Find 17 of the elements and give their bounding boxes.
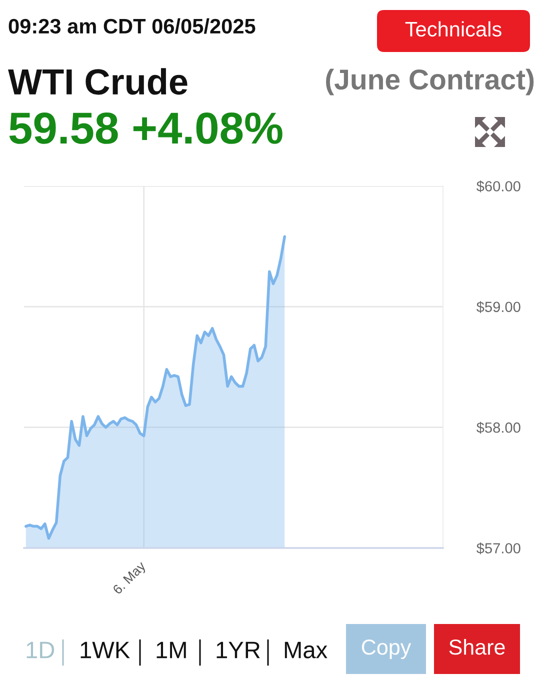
- text: 59.58 +4.08%: [9, 112, 282, 144]
- text: 1WK: [80, 642, 130, 658]
- text: 1M: [156, 642, 186, 658]
- text: 1YR: [216, 642, 260, 658]
- text: 09:23 am CDT 06/05/2025: [8, 18, 256, 34]
- y-tick-label: $60.00: [476, 180, 520, 192]
- text: (June Contract): [326, 68, 534, 96]
- y-tick-label: $58.00: [476, 422, 520, 434]
- text: Max: [284, 642, 328, 658]
- text: Copy: [362, 640, 412, 660]
- x-tick-label: 6. May: [112, 560, 148, 597]
- y-tick-label: $59.00: [476, 301, 520, 313]
- text: Technicals: [405, 21, 502, 37]
- text: Share: [449, 638, 505, 655]
- chart-title: WTI Crude: [8, 68, 188, 95]
- y-tick-label: $57.00: [476, 542, 520, 554]
- text: 1D: [26, 642, 54, 658]
